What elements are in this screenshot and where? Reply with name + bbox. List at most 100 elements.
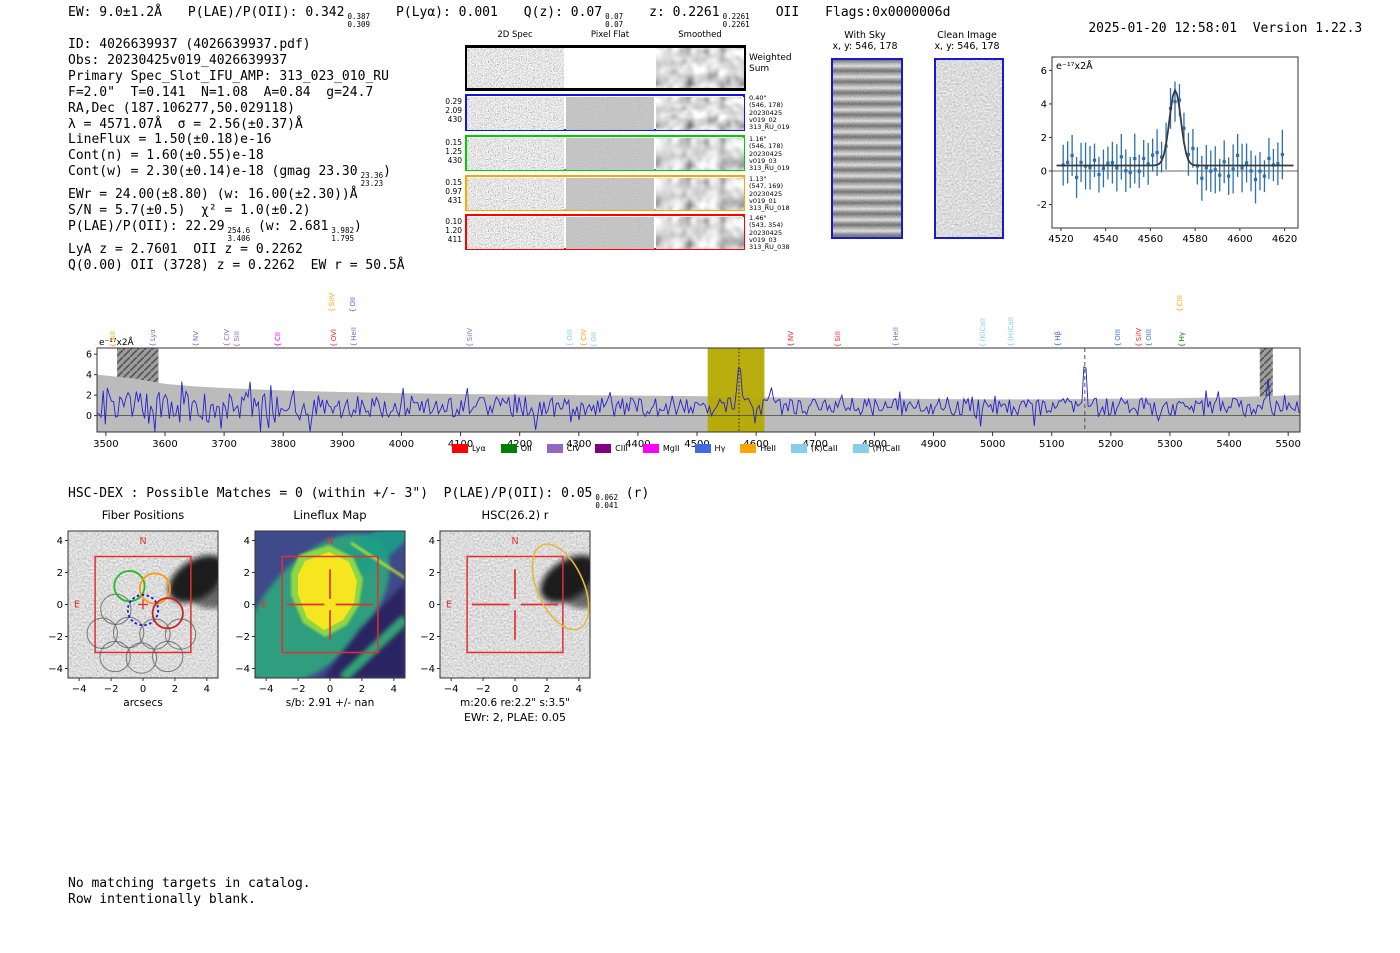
legend-swatch (642, 444, 659, 453)
legend-item-KCaII: (K)CaII (790, 444, 838, 453)
cutout-xtick-label: 2 (544, 684, 550, 695)
legend-swatch (452, 444, 468, 453)
spec2d-right-meta-row2: 1.16" (546, 178) 20230425 v019_03 313_RU… (749, 135, 790, 173)
spectrum-xtick-label: 3500 (93, 439, 118, 450)
pixel-flat-image-row1 (566, 96, 654, 130)
info-13-seg-0: Q(0.00) OII (3728) z = 0.2262 EW r = 50.… (68, 258, 405, 274)
line-label-HeII: { HeII (350, 327, 359, 347)
info-line-8: Cont(w) = 2.30(±0.14)e-18 (gmag 23.30 23.… (68, 164, 405, 187)
info-11-stacked-value: 254.6 3.406 (228, 227, 251, 242)
report-timestamp: 2025-01-20 12:58:01 (1088, 20, 1238, 36)
info-10-seg-0: S/N = 5.7(±0.5) χ² = 1.0(±0.2) (68, 203, 311, 219)
hsc-dex-match-line: HSC-DEX : Possible Matches = 0 (within +… (68, 486, 649, 509)
spec2d-image-row2 (467, 137, 564, 170)
cutout-xtick-label: 4 (576, 684, 582, 695)
smoothed-image-row2 (656, 137, 744, 170)
spectrum-xtick-label: 5400 (1216, 439, 1241, 450)
spectrum-xtick-label: 4400 (625, 439, 650, 450)
stacked-lower: 3.406 (227, 233, 251, 243)
spectrum-xtick-label: 3900 (330, 439, 355, 450)
stacked-upper: 0.07 (605, 12, 624, 21)
sky-panel-title-1: Clean Image x, y: 546, 178 (912, 30, 1022, 52)
fit-ytick-label: 2 (1041, 133, 1047, 144)
line-label-OVI: { OVI (329, 328, 338, 347)
stacked-upper: 23.36 (360, 171, 384, 181)
info-3-seg-0: F=2.0" T=0.141 N=1.08 A=0.84 g=24.7 (68, 84, 374, 100)
hsc-dex-seg-2: (r) (617, 486, 650, 501)
spectrum-xtick-label: 5200 (1098, 439, 1123, 450)
compass-east-label: E (74, 600, 80, 611)
cutout-title-lineflux_map: Lineflux Map (293, 508, 367, 522)
compass-north-label: N (511, 536, 518, 547)
footer-notes: No matching targets in catalog. Row inten… (68, 876, 311, 908)
cutout-ytick-label: −4 (48, 664, 63, 675)
info-7-seg-0: Cont(n) = 1.60(±0.55)e-18 (68, 148, 264, 164)
info-11-seg-3: 3.982 1.795 (328, 219, 354, 242)
cutout-ytick-label: 0 (429, 600, 435, 611)
line-label-OIII: { OIII (1144, 329, 1153, 347)
info-line-2: Primary Spec_Slot_IFU_AMP: 313_023_010_R… (68, 69, 405, 85)
info-line-4: RA,Dec (187.106277,50.029118) (68, 101, 405, 117)
pixel-flat-image-row4 (566, 216, 654, 249)
spec2d-right-meta-row3: 1.13" (547, 169) 20230425 v019_01 313_RU… (749, 175, 790, 213)
spec2d-left-stats-row2: 0.15 1.25 430 (445, 138, 462, 165)
line-label-SiIV: { SiIV (465, 327, 474, 347)
smoothed-image-row4 (656, 216, 744, 249)
line-label-NV: { NV (786, 331, 795, 347)
legend-label: HeII (760, 444, 776, 453)
cutout-xtick-label: 2 (172, 684, 178, 695)
line-label-NV: { NV (191, 331, 200, 347)
compass-east-label: E (446, 600, 452, 611)
cutout-ytick-label: −4 (420, 664, 435, 675)
cutout-xlabel: m:20.6 re:2.2" s:3.5" (460, 697, 570, 709)
legend-item-Hγ: Hγ (694, 444, 725, 453)
stacked-upper: 3.982 (331, 226, 354, 236)
cutout-xtick-label: −2 (291, 684, 306, 695)
spec2d-col-header: Pixel Flat (590, 30, 630, 40)
spectrum-xtick-label: 4900 (921, 439, 946, 450)
line-label-OII: { OII (589, 331, 598, 348)
weighted-sum-label: Weighted Sum (749, 53, 792, 74)
cutout-xlabel2: EWr: 2, PLAE: 0.05 (464, 711, 566, 724)
stacked-lower: 0.2261 (722, 19, 750, 29)
spec2d-right-meta-row1: 0.40" (546, 178) 20230425 v019_02 313_RU… (749, 94, 790, 132)
spec2d-right-meta-row4: 1.46" (543, 354) 20230425 v019_03 313_RU… (749, 214, 790, 252)
info-5-seg-0: λ = 4571.07Å σ = 2.56(±0.37)Å (68, 116, 303, 132)
info-11-seg-4: ) (353, 219, 362, 235)
cutout-ytick-label: 2 (429, 568, 435, 579)
info-line-6: LineFlux = 1.50(±0.18)e-16 (68, 132, 405, 148)
line-label-HeII: { HeII (891, 327, 900, 347)
stacked-lower: 0.041 (595, 500, 618, 510)
legend-swatch (595, 444, 612, 453)
cutout-ytick-label: 4 (429, 536, 435, 547)
info-8-seg-1: 23.36 23.23 (358, 164, 384, 187)
info-line-9: EWr = 24.00(±8.80) (w: 16.00(±2.30))Å (68, 187, 405, 203)
legend-swatch (500, 444, 517, 453)
info-8-seg-2: ) (383, 164, 391, 180)
compass-north-label: N (139, 536, 146, 547)
fiber-circle (151, 597, 184, 630)
info-11-stacked-value: 3.982 1.795 (331, 227, 354, 242)
header-seg-4: z: 0.2261 0.2261 0.2261 (649, 5, 750, 29)
info-1-seg-0: Obs: 20230425v019_4026639937 (68, 52, 288, 68)
cutout-xtick-label: 0 (327, 684, 333, 695)
sky-noise-overlay (833, 60, 901, 237)
spec2d-left-stats-row4: 0.10 1.20 411 (445, 217, 462, 244)
fit-xtick-label: 4600 (1227, 234, 1252, 245)
line-label-CIV: { CIV (222, 329, 231, 347)
spectrum-units-annotation: e⁻¹⁷x2Å (99, 336, 135, 348)
line-label-CII: { CII (274, 332, 283, 347)
info-line-13: Q(0.00) OII (3728) z = 0.2262 EW r = 50.… (68, 258, 405, 274)
aperture-ellipse (531, 543, 590, 631)
fit-ytick-label: 4 (1041, 99, 1047, 110)
info-12-seg-0: LyA z = 2.7601 OII z = 0.2262 (68, 242, 303, 258)
spectrum-xtick-label: 3600 (152, 439, 177, 450)
legend-item-HeII: HeII (740, 444, 776, 453)
header-seg-2: P(Lyα): 0.001 (396, 5, 498, 20)
header-datetime-version: 2025-01-20 12:58:01 Version 1.22.3 (1057, 5, 1362, 53)
smoothed-image-row3 (656, 177, 744, 210)
line-label-SiII: { SiII (108, 330, 117, 347)
info-6-seg-0: LineFlux = 1.50(±0.18)e-16 (68, 132, 272, 148)
line-label-HCaII: { (H)CaII (1006, 317, 1015, 347)
